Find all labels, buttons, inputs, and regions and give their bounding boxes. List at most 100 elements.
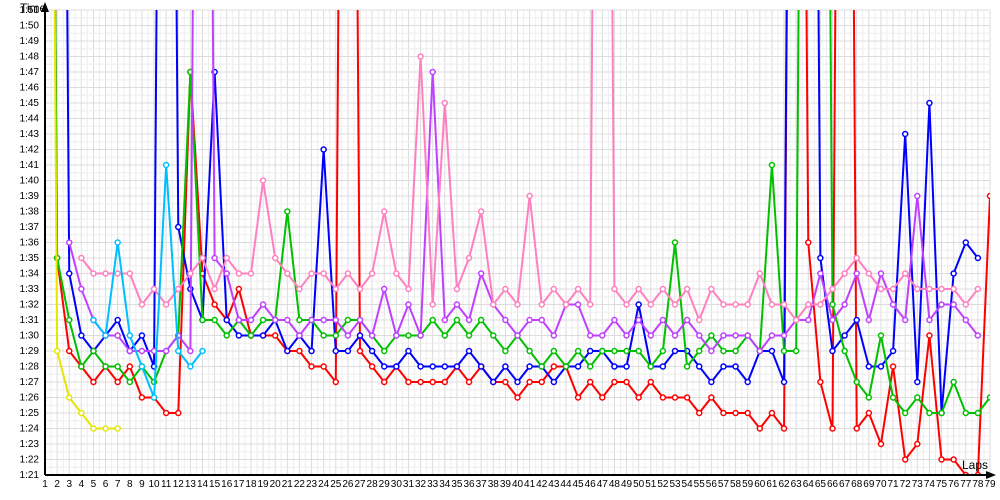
marker [927, 333, 932, 338]
marker [673, 333, 678, 338]
x-tick-label: 49 [621, 479, 633, 490]
marker [975, 411, 980, 416]
marker [467, 318, 472, 323]
marker [915, 442, 920, 447]
marker [236, 271, 241, 276]
x-tick-label: 64 [803, 479, 815, 490]
marker [79, 364, 84, 369]
marker [503, 364, 508, 369]
marker [576, 349, 581, 354]
marker [975, 287, 980, 292]
marker [503, 349, 508, 354]
y-axis-label: Time [20, 1, 47, 15]
marker [576, 395, 581, 400]
marker [67, 349, 72, 354]
marker [709, 349, 714, 354]
marker [224, 256, 229, 261]
marker [309, 318, 314, 323]
marker [212, 287, 217, 292]
y-tick-label: 1:34 [20, 269, 40, 280]
x-tick-label: 59 [742, 479, 754, 490]
marker [951, 457, 956, 462]
marker [333, 349, 338, 354]
x-tick-label: 50 [633, 479, 645, 490]
grid [45, 10, 990, 475]
x-tick-label: 37 [476, 479, 488, 490]
marker [939, 457, 944, 462]
marker [782, 349, 787, 354]
marker [963, 302, 968, 307]
marker [515, 333, 520, 338]
marker [697, 364, 702, 369]
marker [454, 318, 459, 323]
marker [200, 349, 205, 354]
x-tick-label: 38 [488, 479, 500, 490]
marker [479, 271, 484, 276]
x-tick-label: 28 [367, 479, 379, 490]
x-tick-label: 22 [294, 479, 306, 490]
x-axis-label: Laps [962, 458, 988, 472]
marker [55, 349, 60, 354]
x-tick-label: 77 [960, 479, 972, 490]
marker [503, 318, 508, 323]
marker [382, 209, 387, 214]
marker [745, 411, 750, 416]
marker [370, 349, 375, 354]
marker [539, 364, 544, 369]
marker [430, 302, 435, 307]
marker [212, 256, 217, 261]
marker [612, 364, 617, 369]
y-tick-label: 1:48 [20, 52, 40, 63]
x-tick-label: 47 [597, 479, 609, 490]
marker [358, 287, 363, 292]
x-tick-label: 20 [270, 479, 282, 490]
marker [224, 333, 229, 338]
marker [442, 333, 447, 338]
marker [648, 302, 653, 307]
marker [527, 194, 532, 199]
marker [963, 318, 968, 323]
marker [370, 364, 375, 369]
marker [539, 380, 544, 385]
marker [370, 333, 375, 338]
marker [333, 380, 338, 385]
marker [842, 349, 847, 354]
marker [515, 380, 520, 385]
marker [236, 333, 241, 338]
x-tick-label: 48 [609, 479, 621, 490]
marker [891, 364, 896, 369]
marker [988, 395, 993, 400]
marker [103, 426, 108, 431]
marker [321, 333, 326, 338]
marker [309, 364, 314, 369]
marker [103, 333, 108, 338]
marker [818, 380, 823, 385]
marker [442, 380, 447, 385]
x-tick-label: 18 [245, 479, 257, 490]
y-tick-label: 1:23 [20, 439, 40, 450]
marker [854, 318, 859, 323]
marker [636, 318, 641, 323]
y-tick-label: 1:35 [20, 253, 40, 264]
x-tick-label: 9 [139, 479, 145, 490]
marker [624, 364, 629, 369]
marker [345, 349, 350, 354]
x-tick-label: 78 [972, 479, 984, 490]
marker [636, 302, 641, 307]
x-tick-label: 5 [91, 479, 97, 490]
marker [333, 287, 338, 292]
marker [769, 333, 774, 338]
marker [733, 349, 738, 354]
marker [757, 349, 762, 354]
marker [273, 318, 278, 323]
marker [782, 302, 787, 307]
marker [406, 287, 411, 292]
marker [333, 333, 338, 338]
marker [891, 349, 896, 354]
x-tick-label: 3 [66, 479, 72, 490]
x-tick-label: 76 [948, 479, 960, 490]
y-tick-label: 1:27 [20, 377, 40, 388]
marker [176, 225, 181, 230]
marker [975, 333, 980, 338]
marker [794, 349, 799, 354]
